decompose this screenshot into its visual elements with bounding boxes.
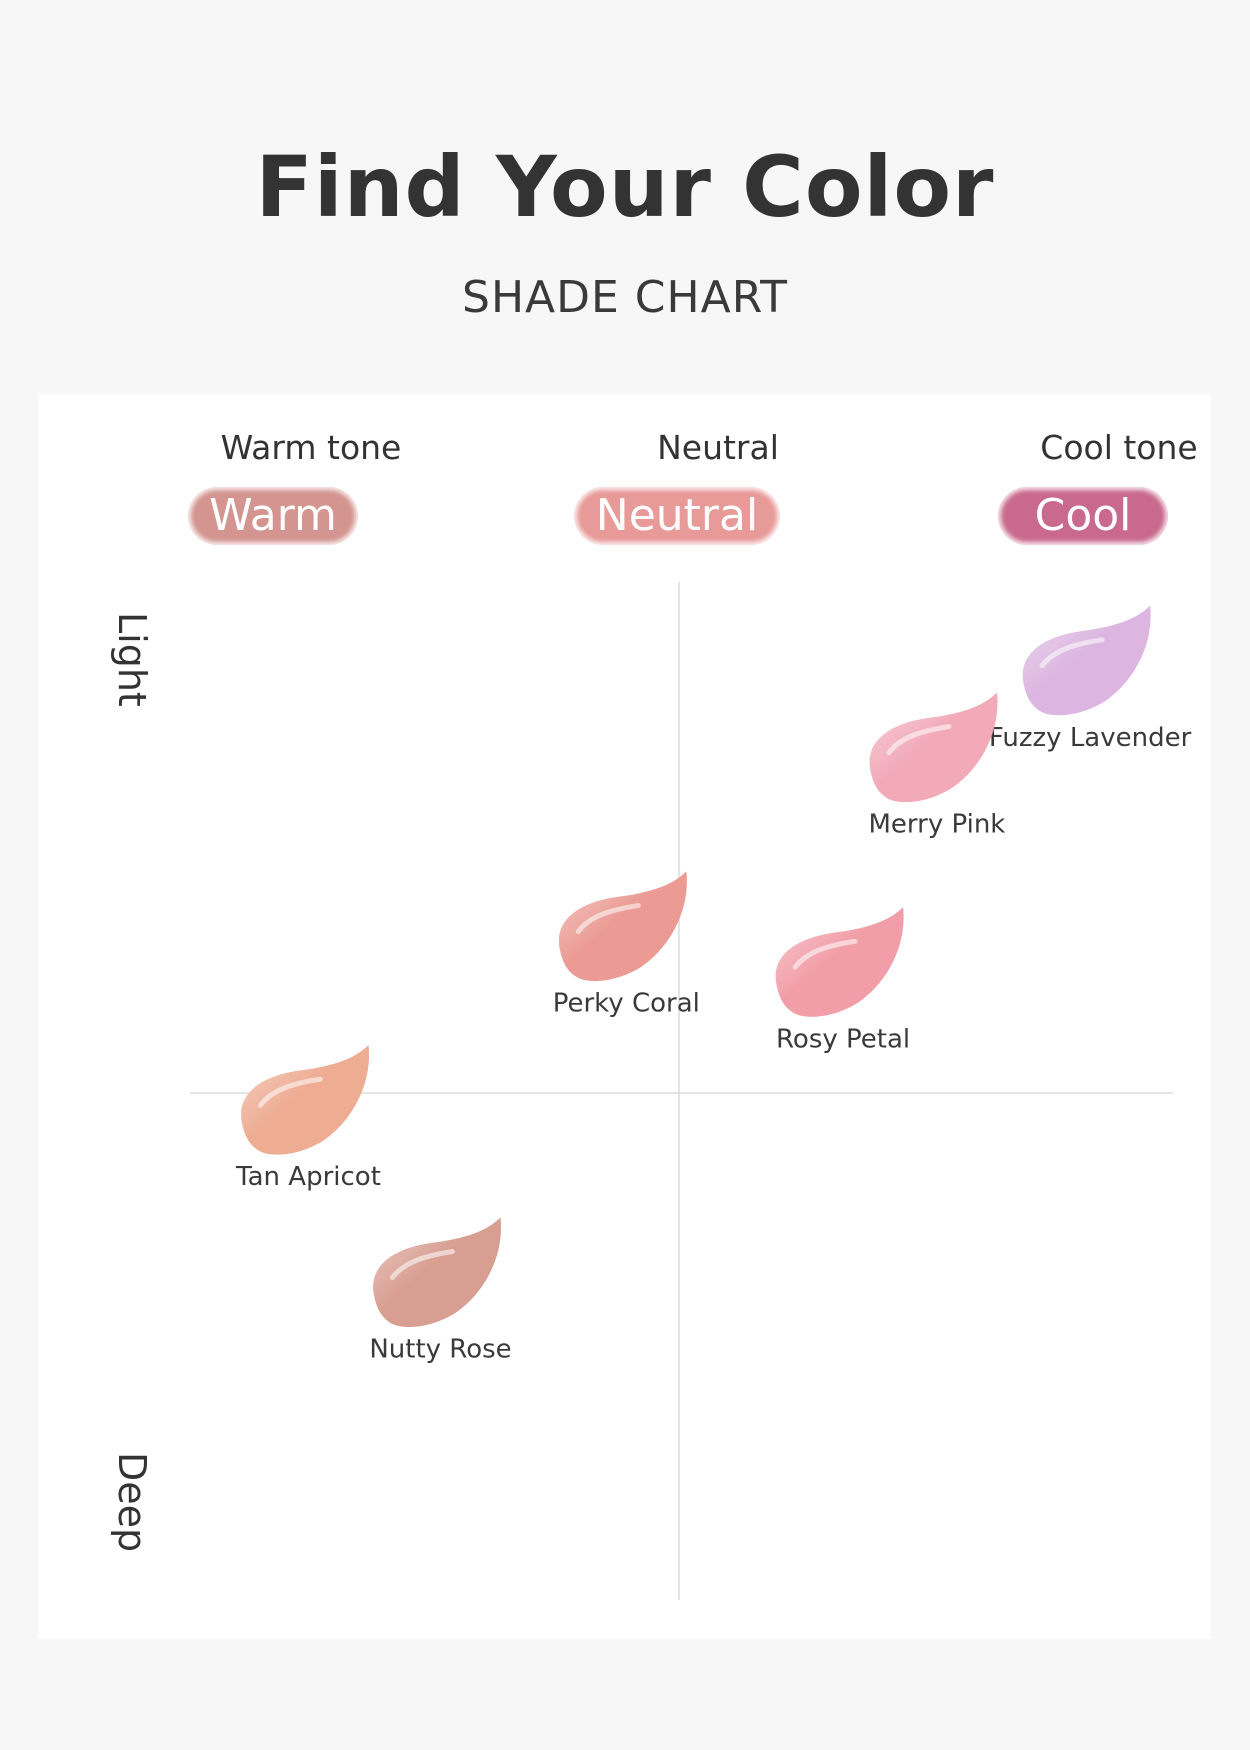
page-subtitle: SHADE CHART	[462, 272, 788, 323]
swatch-gloss	[869, 692, 998, 803]
swatch-gloss	[1022, 605, 1151, 716]
neutral-heading: Neutral	[657, 428, 779, 467]
shade-chart-card: Warm tone Neutral Cool tone Warm Neutral…	[38, 394, 1211, 1639]
warm-badge: Warm	[188, 487, 358, 545]
cool-badge: Cool	[998, 487, 1168, 545]
neutral-badge: Neutral	[574, 487, 780, 545]
swatch-merry-pink	[869, 692, 998, 803]
cool-tone-heading: Cool tone	[1040, 428, 1198, 467]
swatch-highlight	[1039, 637, 1105, 669]
page-title: Find Your Color	[255, 138, 995, 236]
swatch-highlight	[575, 902, 641, 934]
swatch-tan-apricot	[241, 1045, 369, 1155]
swatch-highlight	[886, 724, 952, 756]
shade-label-nutty-rose: Nutty Rose	[369, 1335, 511, 1365]
swatch-highlight	[792, 938, 858, 970]
shade-plot: Fuzzy Lavender Merry Pink Perky Coral Rosy …	[190, 582, 1192, 1600]
swatch-gloss	[373, 1217, 502, 1328]
swatch-perky-coral	[558, 871, 687, 981]
swatch-fuzzy-lavender	[1022, 605, 1151, 716]
swatch-gloss	[241, 1045, 369, 1155]
swatch-nutty-rose	[373, 1217, 502, 1328]
shade-label-merry-pink: Merry Pink	[869, 810, 1006, 840]
shade-label-tan-apricot: Tan Apricot	[235, 1162, 381, 1192]
shade-label-fuzzy-lavender: Fuzzy Lavender	[989, 723, 1192, 753]
shade-label-perky-coral: Perky Coral	[553, 988, 700, 1018]
swatch-gloss	[775, 907, 904, 1017]
warm-tone-heading: Warm tone	[220, 428, 402, 467]
swatch-highlight	[257, 1076, 323, 1108]
swatch-rosy-petal	[775, 907, 904, 1017]
shade-label-rosy-petal: Rosy Petal	[776, 1024, 910, 1054]
swatch-gloss	[558, 871, 687, 981]
swatch-highlight	[390, 1249, 455, 1281]
